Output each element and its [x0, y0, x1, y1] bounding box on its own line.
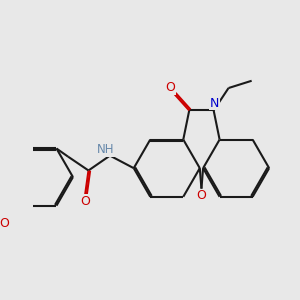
Text: NH: NH — [97, 143, 115, 156]
Text: O: O — [196, 189, 206, 203]
Text: O: O — [0, 217, 9, 230]
Text: O: O — [166, 81, 175, 94]
Text: N: N — [210, 97, 219, 110]
Text: O: O — [80, 195, 90, 208]
